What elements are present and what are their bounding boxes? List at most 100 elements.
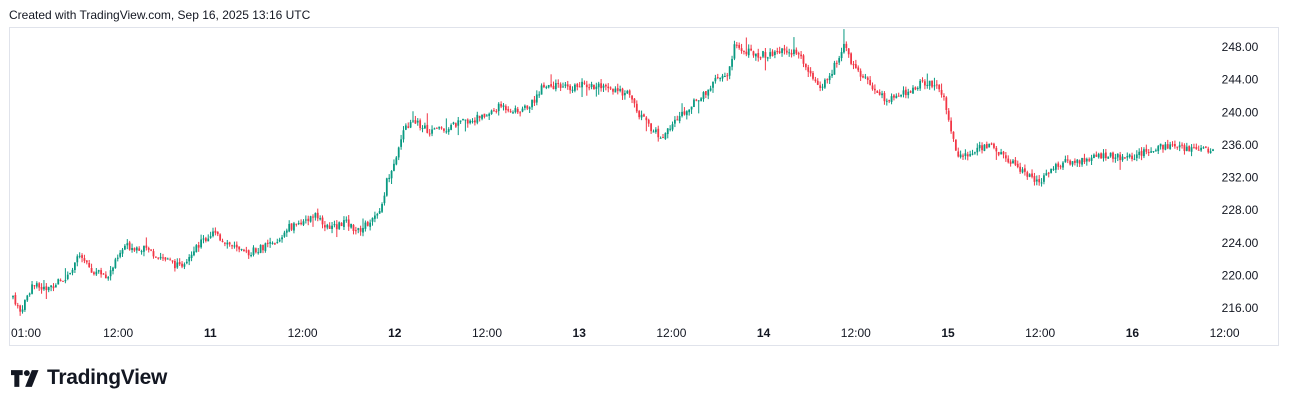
candle-down xyxy=(771,51,774,56)
candle-up xyxy=(400,139,402,147)
candle-down xyxy=(857,67,860,71)
candle-down xyxy=(862,76,864,78)
candle-down xyxy=(588,87,591,89)
candle-up xyxy=(747,48,750,56)
candle-down xyxy=(883,93,886,102)
candle-up xyxy=(702,92,705,100)
candle-down xyxy=(307,218,310,222)
candle-down xyxy=(62,280,64,282)
candle-up xyxy=(774,51,776,55)
candle-up xyxy=(1097,153,1100,158)
candle-down xyxy=(366,221,369,226)
candle-down xyxy=(443,128,445,131)
candle-up xyxy=(66,274,69,279)
candle-up xyxy=(640,114,643,118)
candle-down xyxy=(778,51,781,54)
candle-up xyxy=(1185,146,1188,151)
candle-down xyxy=(1181,144,1183,146)
candle-up xyxy=(502,105,505,107)
candle-up xyxy=(378,211,381,214)
candle-up xyxy=(390,170,393,179)
candle-down xyxy=(214,230,217,233)
brand-name: TradingView xyxy=(47,366,168,389)
candle-up xyxy=(114,259,117,269)
price-chart[interactable]: 216.00 220.00 224.00 228.00 232.00 236.00 240.… xyxy=(10,28,1278,345)
candle-down xyxy=(704,91,707,95)
candle-down xyxy=(943,95,945,98)
candle-up xyxy=(1050,168,1052,173)
candle-up xyxy=(47,287,50,291)
candle-down xyxy=(504,106,507,111)
candle-up xyxy=(690,106,693,110)
candle-down xyxy=(1183,145,1186,152)
candle-up xyxy=(385,178,388,196)
candle-down xyxy=(826,79,829,81)
candle-up xyxy=(538,94,541,96)
candle-down xyxy=(612,88,614,92)
candle-down xyxy=(909,91,912,93)
candle-up xyxy=(881,93,883,96)
candle-up xyxy=(731,58,733,67)
candle-up xyxy=(309,216,312,222)
candle-up xyxy=(319,218,322,220)
candle-up xyxy=(43,286,45,290)
candle-up xyxy=(540,85,543,95)
candle-up xyxy=(693,99,695,108)
candle-down xyxy=(1131,155,1133,160)
candle-up xyxy=(424,125,426,129)
chart-area[interactable]: 216.00 220.00 224.00 228.00 232.00 236.00 240.… xyxy=(9,27,1279,346)
candle-up xyxy=(1035,179,1038,182)
candle-down xyxy=(683,111,686,115)
candle-up xyxy=(626,91,629,94)
candle-up xyxy=(471,121,474,123)
candle-up xyxy=(712,81,714,88)
candle-down xyxy=(1016,163,1019,168)
candle-up xyxy=(488,113,491,116)
candle-down xyxy=(804,63,807,68)
candle-up xyxy=(1028,174,1031,177)
candle-up xyxy=(445,131,448,133)
candle-up xyxy=(528,107,531,109)
candle-down xyxy=(247,250,250,256)
candle-down xyxy=(178,262,181,265)
candle-up xyxy=(524,105,526,108)
candle-down xyxy=(1088,159,1091,161)
candle-down xyxy=(947,110,950,120)
candle-down xyxy=(985,143,988,149)
candle-up xyxy=(209,236,212,238)
candle-down xyxy=(981,145,983,151)
candle-up xyxy=(1116,153,1119,158)
candle-up xyxy=(302,221,305,225)
x-tick-label: 11 xyxy=(204,326,217,340)
candle-down xyxy=(904,89,907,96)
candle-down xyxy=(533,99,536,103)
candle-down xyxy=(128,242,131,250)
candle-up xyxy=(678,116,681,122)
candle-up xyxy=(1114,157,1117,159)
candle-up xyxy=(1126,156,1129,158)
candle-down xyxy=(997,152,1000,155)
candle-down xyxy=(428,133,431,135)
candle-up xyxy=(707,89,710,96)
x-tick-label: 16 xyxy=(1126,326,1140,340)
candle-down xyxy=(93,272,95,275)
candle-down xyxy=(352,224,355,231)
candle-up xyxy=(907,91,910,96)
candle-up xyxy=(450,124,452,130)
candle-up xyxy=(1143,149,1145,157)
tradingview-logo-icon xyxy=(11,369,39,387)
tradingview-brand: TradingView xyxy=(11,366,167,390)
candle-down xyxy=(954,139,957,151)
candle-down xyxy=(1100,153,1102,159)
candle-up xyxy=(259,244,262,253)
candle-up xyxy=(959,154,962,158)
candle-up xyxy=(709,88,712,91)
y-tick-label: 216.00 xyxy=(1222,301,1259,315)
candle-up xyxy=(457,120,460,126)
x-tick-label: 14 xyxy=(757,326,771,340)
candle-down xyxy=(557,83,560,85)
candle-down xyxy=(940,89,943,95)
candle-up xyxy=(788,52,791,54)
candle-down xyxy=(735,44,738,46)
candle-down xyxy=(638,111,641,118)
